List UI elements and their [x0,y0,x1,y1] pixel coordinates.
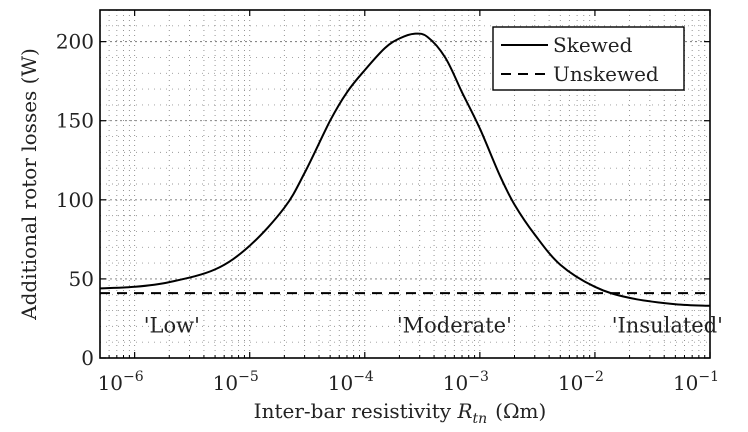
series-layer [99,32,711,307]
legend-label-unskewed: Unskewed [553,62,659,86]
y-axis-title: Additional rotor losses (W) [17,48,41,321]
x-axis-title-prefix: Inter-bar resistivity [254,399,458,423]
x-tick-label: 10−1 [673,369,719,395]
x-axis-title-symbol: R [456,399,472,423]
x-axis-title-unit: (Ωm) [495,399,546,423]
y-tick-label: 0 [81,346,94,370]
annotations: 'Low' 'Moderate' 'Insulated' [144,314,723,338]
x-tick-label: 10−2 [558,369,604,395]
ticks: 0 50 100 150 200 10−6 10−5 10−4 10−3 10−2 10−1 [56,10,719,395]
x-axis-title-subscript: tn [473,411,488,427]
legend: Skewed Unskewed [492,26,685,91]
region-label: 'Insulated' [612,314,723,338]
region-label: 'Moderate' [397,314,512,338]
legend-label-skewed: Skewed [553,33,633,57]
x-axis-title: Inter-bar resistivity Rtn (Ωm) [254,399,547,427]
y-tick-label: 100 [56,188,94,212]
y-tick-label: 200 [56,30,94,54]
plot-frame [99,9,711,359]
x-tick-label: 10−5 [213,369,259,395]
region-label: 'Low' [144,314,200,338]
x-tick-label: 10−6 [98,369,144,395]
legend-box [492,26,685,91]
y-tick-label: 150 [56,109,94,133]
y-tick-label: 50 [69,267,94,291]
grid [99,10,711,358]
x-tick-label: 10−4 [328,369,374,395]
x-tick-label: 10−3 [443,369,489,395]
series-line-skewed [99,32,711,307]
